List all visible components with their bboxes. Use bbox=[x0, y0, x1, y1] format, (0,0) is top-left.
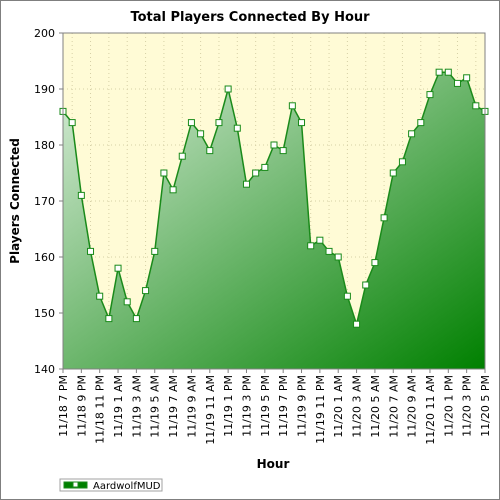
data-point bbox=[343, 292, 351, 300]
data-point bbox=[298, 119, 306, 127]
data-point bbox=[279, 147, 287, 155]
y-axis-ticks: 140 150 160 170 180 190 200 bbox=[34, 27, 63, 376]
data-point bbox=[123, 298, 131, 306]
y-tick-label: 160 bbox=[34, 251, 55, 264]
data-point bbox=[261, 163, 269, 171]
chart-title: Total Players Connected By Hour bbox=[130, 10, 370, 25]
x-tick-label: 11/20 1 AM bbox=[332, 375, 345, 438]
data-point bbox=[288, 102, 296, 110]
data-point bbox=[224, 85, 232, 93]
data-point bbox=[96, 292, 104, 300]
data-point bbox=[233, 124, 241, 132]
data-point bbox=[151, 247, 159, 255]
x-tick-label: 11/19 3 PM bbox=[240, 375, 253, 437]
data-point bbox=[197, 130, 205, 138]
y-tick-label: 170 bbox=[34, 195, 55, 208]
data-point bbox=[463, 74, 471, 82]
x-tick-label: 11/19 3 AM bbox=[130, 375, 143, 438]
data-point bbox=[325, 247, 333, 255]
x-tick-label: 11/19 9 PM bbox=[296, 375, 309, 437]
x-tick-label: 11/20 11 AM bbox=[424, 375, 437, 445]
data-point bbox=[242, 180, 250, 188]
x-tick-label: 11/20 3 PM bbox=[461, 375, 474, 437]
data-point bbox=[435, 68, 443, 76]
data-point bbox=[142, 287, 150, 295]
x-tick-label: 11/19 5 PM bbox=[259, 375, 272, 437]
legend-marker-icon bbox=[72, 481, 79, 488]
data-point bbox=[417, 119, 425, 127]
x-tick-label: 11/19 1 AM bbox=[112, 375, 125, 438]
data-point bbox=[398, 158, 406, 166]
y-tick-label: 200 bbox=[34, 27, 55, 40]
x-tick-label: 11/18 11 PM bbox=[94, 375, 107, 444]
data-point bbox=[362, 281, 370, 289]
x-tick-label: 11/19 7 AM bbox=[167, 375, 180, 438]
x-tick-label: 11/19 9 AM bbox=[185, 375, 198, 438]
x-tick-label: 11/18 7 PM bbox=[57, 375, 70, 437]
data-point bbox=[206, 147, 214, 155]
x-tick-label: 11/19 1 PM bbox=[222, 375, 235, 437]
data-point bbox=[178, 152, 186, 160]
data-point bbox=[169, 186, 177, 194]
y-tick-label: 190 bbox=[34, 83, 55, 96]
x-tick-label: 11/19 7 PM bbox=[277, 375, 290, 437]
x-tick-label: 11/20 9 AM bbox=[406, 375, 419, 438]
data-point bbox=[371, 259, 379, 267]
x-tick-label: 11/19 11 PM bbox=[314, 375, 327, 444]
data-point bbox=[444, 68, 452, 76]
data-point bbox=[87, 247, 95, 255]
data-point bbox=[380, 214, 388, 222]
data-point bbox=[316, 236, 324, 244]
x-tick-label: 11/19 11 AM bbox=[204, 375, 217, 445]
legend-label: AardwolfMUD bbox=[93, 481, 161, 492]
x-tick-label: 11/19 5 AM bbox=[149, 375, 162, 438]
data-point bbox=[426, 91, 434, 99]
x-axis-ticks: 11/18 7 PM 11/18 9 PM 11/18 11 PM 11/19 1 A… bbox=[57, 369, 492, 445]
x-tick-label: 11/20 5 AM bbox=[369, 375, 382, 438]
x-tick-label: 11/20 3 AM bbox=[351, 375, 364, 438]
data-point bbox=[160, 169, 168, 177]
data-point bbox=[353, 320, 361, 328]
data-point bbox=[472, 102, 480, 110]
data-point bbox=[252, 169, 260, 177]
data-point bbox=[114, 264, 122, 272]
data-point bbox=[77, 191, 85, 199]
legend: AardwolfMUD bbox=[59, 478, 163, 492]
x-axis-title: Hour bbox=[257, 457, 290, 471]
data-point bbox=[270, 141, 278, 149]
series-area-fill bbox=[63, 72, 485, 369]
data-point bbox=[334, 253, 342, 261]
y-tick-label: 140 bbox=[34, 363, 55, 376]
data-point bbox=[105, 315, 113, 323]
x-tick-label: 11/18 9 PM bbox=[75, 375, 88, 437]
x-tick-label: 11/20 1 PM bbox=[442, 375, 455, 437]
data-point bbox=[389, 169, 397, 177]
y-tick-label: 180 bbox=[34, 139, 55, 152]
data-point bbox=[307, 242, 315, 250]
data-markers bbox=[59, 68, 489, 328]
y-axis-title: Players Connected bbox=[8, 138, 22, 264]
data-point bbox=[453, 79, 461, 87]
x-tick-label: 11/20 5 PM bbox=[479, 375, 492, 437]
data-point bbox=[187, 119, 195, 127]
data-point bbox=[68, 119, 76, 127]
data-point bbox=[215, 119, 223, 127]
data-point bbox=[408, 130, 416, 138]
x-tick-label: 11/20 7 AM bbox=[387, 375, 400, 438]
y-tick-label: 150 bbox=[34, 307, 55, 320]
data-point bbox=[132, 315, 140, 323]
